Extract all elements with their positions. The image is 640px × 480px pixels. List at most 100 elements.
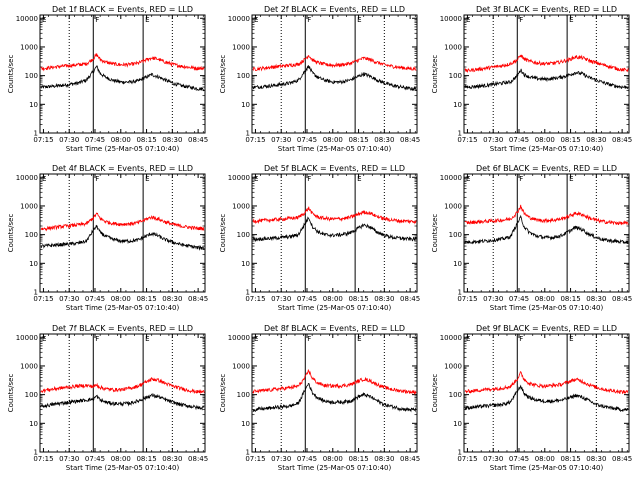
segment-label: E bbox=[357, 16, 361, 24]
plot-frame bbox=[463, 14, 630, 134]
series-events-line bbox=[40, 65, 205, 92]
panel-title: Det 9f BLACK = Events, RED = LLD bbox=[476, 324, 617, 333]
x-tick-label: 07:15 bbox=[457, 295, 477, 303]
x-tick-label: 07:30 bbox=[271, 295, 291, 303]
plot-frame bbox=[463, 333, 630, 453]
y-tick-label: 10 bbox=[29, 420, 38, 428]
x-tick-label: 08:45 bbox=[400, 136, 420, 144]
series-lld-line bbox=[40, 377, 205, 395]
series-events-line bbox=[464, 68, 629, 90]
y-tick-label: 1 bbox=[458, 449, 462, 457]
x-tick-label: 07:30 bbox=[59, 136, 79, 144]
segment-label: F bbox=[519, 175, 523, 183]
x-tick-label: 07:45 bbox=[85, 455, 105, 463]
y-axis-label: Counts/sec bbox=[7, 55, 15, 94]
x-axis-label: Start Time (25-Mar-05 07:10:40) bbox=[278, 464, 392, 472]
segment-label: F bbox=[307, 175, 311, 183]
y-tick-label: 100 bbox=[237, 231, 250, 239]
x-tick-label: 07:15 bbox=[245, 295, 265, 303]
x-tick-label: 08:30 bbox=[162, 295, 182, 303]
x-tick-label: 08:45 bbox=[188, 455, 208, 463]
segment-label: E bbox=[569, 16, 573, 24]
x-tick-label: 07:30 bbox=[483, 295, 503, 303]
plot-frame bbox=[463, 173, 630, 293]
y-tick-label: 10000 bbox=[440, 174, 462, 182]
x-axis-label: Start Time (25-Mar-05 07:10:40) bbox=[66, 145, 180, 153]
panel-8: Det 8f BLACK = Events, RED = LLD 1 10 100 10… bbox=[219, 324, 420, 472]
segment-label: E bbox=[466, 335, 470, 343]
panel-title: Det 7f BLACK = Events, RED = LLD bbox=[52, 324, 193, 333]
y-tick-label: 1 bbox=[458, 289, 462, 297]
y-tick-label: 1 bbox=[34, 449, 38, 457]
x-tick-label: 08:45 bbox=[612, 455, 632, 463]
y-tick-label: 1 bbox=[34, 289, 38, 297]
x-tick-label: 07:15 bbox=[33, 455, 53, 463]
x-tick-label: 08:00 bbox=[323, 136, 343, 144]
panel-6: Det 6f BLACK = Events, RED = LLD 1 10 100 10… bbox=[431, 164, 632, 312]
y-tick-label: 10 bbox=[241, 420, 250, 428]
panel-title: Det 4f BLACK = Events, RED = LLD bbox=[52, 164, 193, 173]
segment-label: E bbox=[569, 175, 573, 183]
x-tick-label: 07:30 bbox=[59, 295, 79, 303]
y-tick-label: 10000 bbox=[16, 174, 38, 182]
x-tick-label: 08:30 bbox=[586, 136, 606, 144]
y-tick-label: 10000 bbox=[228, 174, 250, 182]
segment-label: E bbox=[466, 16, 470, 24]
series-lld-line bbox=[40, 53, 205, 72]
y-tick-label: 1000 bbox=[20, 202, 38, 210]
x-tick-label: 07:30 bbox=[483, 455, 503, 463]
series-lld-line bbox=[252, 368, 417, 396]
y-axis-label: Counts/sec bbox=[7, 374, 15, 413]
panel-9: Det 9f BLACK = Events, RED = LLD 1 10 100 10… bbox=[431, 324, 632, 472]
x-tick-label: 08:30 bbox=[586, 455, 606, 463]
y-tick-label: 100 bbox=[25, 231, 38, 239]
segment-label: E bbox=[145, 175, 149, 183]
panel-2: Det 2f BLACK = Events, RED = LLD 1 10 100 10… bbox=[219, 5, 420, 153]
panel-title: Det 8f BLACK = Events, RED = LLD bbox=[264, 324, 405, 333]
x-tick-label: 08:15 bbox=[560, 455, 580, 463]
y-tick-label: 1000 bbox=[232, 202, 250, 210]
x-axis-label: Start Time (25-Mar-05 07:10:40) bbox=[278, 145, 392, 153]
x-tick-label: 07:15 bbox=[33, 136, 53, 144]
y-tick-label: 1 bbox=[246, 130, 250, 138]
y-tick-label: 1000 bbox=[20, 43, 38, 51]
y-tick-label: 1000 bbox=[232, 43, 250, 51]
x-tick-label: 08:00 bbox=[323, 295, 343, 303]
panel-4: Det 4f BLACK = Events, RED = LLD 1 10 100 10… bbox=[7, 164, 208, 312]
panel-1: Det 1f BLACK = Events, RED = LLD 1 10 100 10… bbox=[7, 5, 208, 153]
segment-label: E bbox=[42, 175, 46, 183]
y-tick-label: 10 bbox=[241, 101, 250, 109]
y-tick-label: 10 bbox=[453, 420, 462, 428]
x-tick-label: 08:45 bbox=[612, 136, 632, 144]
segment-label: E bbox=[254, 16, 258, 24]
x-tick-label: 08:30 bbox=[162, 136, 182, 144]
x-tick-label: 07:45 bbox=[509, 455, 529, 463]
segment-label: F bbox=[95, 335, 99, 343]
x-tick-label: 08:15 bbox=[560, 136, 580, 144]
segment-label: E bbox=[145, 335, 149, 343]
y-tick-label: 1 bbox=[458, 130, 462, 138]
segment-label: E bbox=[466, 175, 470, 183]
x-tick-label: 08:45 bbox=[612, 295, 632, 303]
series-events-line bbox=[464, 384, 629, 412]
y-axis-label: Counts/sec bbox=[219, 55, 227, 94]
plot-frame bbox=[39, 14, 206, 134]
x-tick-label: 08:15 bbox=[560, 295, 580, 303]
y-axis-label: Counts/sec bbox=[431, 55, 439, 94]
x-tick-label: 07:15 bbox=[457, 136, 477, 144]
y-tick-label: 10000 bbox=[16, 334, 38, 342]
y-tick-label: 1000 bbox=[232, 362, 250, 370]
x-axis-label: Start Time (25-Mar-05 07:10:40) bbox=[66, 304, 180, 312]
segment-label: F bbox=[519, 335, 523, 343]
plot-frame bbox=[251, 333, 418, 453]
x-tick-label: 08:15 bbox=[136, 136, 156, 144]
series-lld-line bbox=[40, 212, 205, 232]
x-tick-label: 08:15 bbox=[136, 295, 156, 303]
segment-label: E bbox=[254, 335, 258, 343]
segment-label: F bbox=[519, 16, 523, 24]
x-axis-label: Start Time (25-Mar-05 07:10:40) bbox=[490, 304, 604, 312]
x-tick-label: 08:00 bbox=[111, 455, 131, 463]
x-tick-label: 08:30 bbox=[586, 295, 606, 303]
x-tick-label: 08:15 bbox=[348, 295, 368, 303]
plot-frame bbox=[39, 333, 206, 453]
